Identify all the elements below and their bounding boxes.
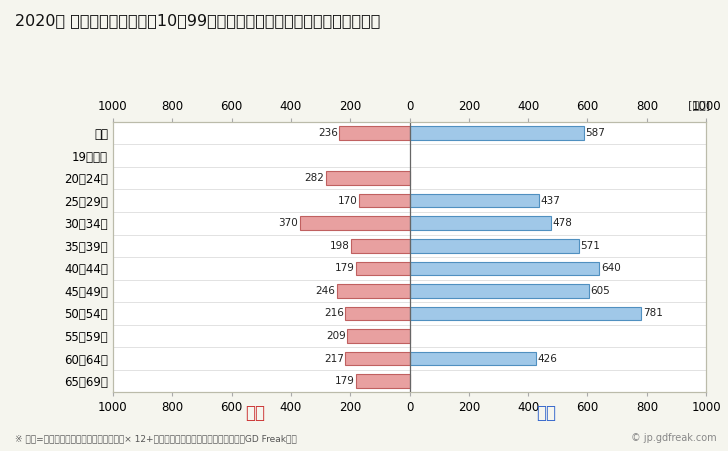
Text: © jp.gdfreak.com: © jp.gdfreak.com [631,433,717,443]
Text: 179: 179 [335,376,355,386]
Bar [357,262,409,275]
Bar [351,239,409,253]
Bar [347,329,409,343]
Bar [409,284,589,298]
Text: 170: 170 [338,196,357,206]
Text: [万円]: [万円] [688,101,710,110]
Bar [409,239,579,253]
Bar [409,352,536,365]
Text: 640: 640 [601,263,620,273]
Text: 246: 246 [315,286,335,296]
Bar [409,194,539,207]
Text: ※ 年収=「きまって支給する現金給与額」× 12+「年間賞与その他特別給与額」としてGD Freak推計: ※ 年収=「きまって支給する現金給与額」× 12+「年間賞与その他特別給与額」と… [15,434,296,443]
Bar [357,374,409,388]
Text: 370: 370 [279,218,298,228]
Bar [339,126,409,140]
Text: 236: 236 [318,128,338,138]
Text: 女性: 女性 [245,404,265,422]
Bar [409,307,641,320]
Text: 209: 209 [326,331,346,341]
Bar [409,126,584,140]
Text: 179: 179 [335,263,355,273]
Text: 217: 217 [324,354,344,364]
Bar [300,216,409,230]
Text: 198: 198 [329,241,349,251]
Text: 571: 571 [580,241,601,251]
Bar [409,262,599,275]
Text: 2020年 民間企業（従業者数10〜99人）フルタイム労働者の男女別平均年収: 2020年 民間企業（従業者数10〜99人）フルタイム労働者の男女別平均年収 [15,14,380,28]
Text: 男性: 男性 [536,404,556,422]
Text: 437: 437 [541,196,561,206]
Bar [345,307,409,320]
Text: 605: 605 [590,286,610,296]
Text: 587: 587 [585,128,605,138]
Text: 216: 216 [324,308,344,318]
Text: 426: 426 [537,354,557,364]
Text: 478: 478 [553,218,573,228]
Bar [359,194,409,207]
Text: 781: 781 [643,308,662,318]
Text: 282: 282 [304,173,325,183]
Bar [345,352,409,365]
Bar [409,216,551,230]
Bar [336,284,409,298]
Bar [326,171,409,185]
